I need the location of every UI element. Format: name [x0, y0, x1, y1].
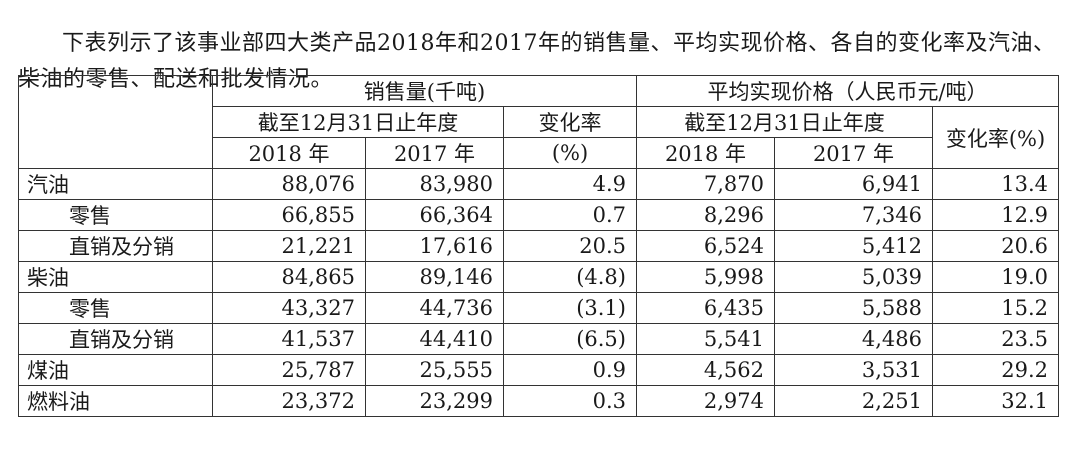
price-2017-cell: 3,531: [774, 354, 933, 386]
price-change-cell: 15.2: [932, 292, 1059, 324]
volume-2017-cell: 44,736: [365, 292, 504, 324]
volume-2017-cell: 66,364: [365, 199, 504, 231]
row-label: 直销及分销: [18, 230, 213, 262]
header-price-2017: 2017 年: [774, 137, 933, 169]
price-2017-cell: 7,346: [774, 199, 933, 231]
price-change-cell: 12.9: [932, 199, 1059, 231]
price-2018-cell: 6,435: [636, 292, 775, 324]
table-row: 零售 66,855 66,364 0.7 8,296 7,346 12.9: [18, 199, 1059, 231]
price-change-cell: 32.1: [932, 385, 1059, 417]
volume-2017-cell: 89,146: [365, 261, 504, 293]
volume-2018-cell: 84,865: [212, 261, 366, 293]
price-2018-cell: 4,562: [636, 354, 775, 386]
volume-change-cell: (6.5): [503, 323, 637, 355]
volume-2017-cell: 23,299: [365, 385, 504, 417]
volume-change-cell: 4.9: [503, 168, 637, 200]
header-volume-change-line2: (%): [503, 137, 637, 169]
price-2018-cell: 7,870: [636, 168, 775, 200]
price-2017-cell: 5,588: [774, 292, 933, 324]
price-2018-cell: 2,974: [636, 385, 775, 417]
volume-2018-cell: 21,221: [212, 230, 366, 262]
header-period-price: 截至12月31日止年度: [636, 106, 933, 138]
volume-change-cell: 0.9: [503, 354, 637, 386]
volume-2017-cell: 17,616: [365, 230, 504, 262]
corner-cell: [18, 75, 213, 169]
table-row: 柴油 84,865 89,146 (4.8) 5,998 5,039 19.0: [18, 261, 1059, 293]
table-row: 直销及分销 41,537 44,410 (6.5) 5,541 4,486 23.5: [18, 323, 1059, 355]
row-label: 煤油: [18, 354, 213, 386]
volume-2017-cell: 25,555: [365, 354, 504, 386]
header-period-volume: 截至12月31日止年度: [212, 106, 504, 138]
price-change-cell: 13.4: [932, 168, 1059, 200]
row-label: 零售: [18, 292, 213, 324]
volume-change-cell: 20.5: [503, 230, 637, 262]
volume-2018-cell: 43,327: [212, 292, 366, 324]
header-volume-2018: 2018 年: [212, 137, 366, 169]
volume-change-cell: 0.7: [503, 199, 637, 231]
price-2017-cell: 6,941: [774, 168, 933, 200]
volume-2018-cell: 66,855: [212, 199, 366, 231]
price-2018-cell: 6,524: [636, 230, 775, 262]
volume-2017-cell: 83,980: [365, 168, 504, 200]
header-sales-volume: 销售量(千吨): [212, 75, 637, 107]
volume-2018-cell: 23,372: [212, 385, 366, 417]
row-label: 零售: [18, 199, 213, 231]
row-label: 直销及分销: [18, 323, 213, 355]
price-change-cell: 20.6: [932, 230, 1059, 262]
sales-price-table: 销售量(千吨) 平均实现价格（人民币元/吨） 截至12月31日止年度 变化率 截…: [18, 75, 1059, 417]
price-2017-cell: 5,039: [774, 261, 933, 293]
header-price-2018: 2018 年: [636, 137, 775, 169]
volume-2017-cell: 44,410: [365, 323, 504, 355]
table-row: 煤油 25,787 25,555 0.9 4,562 3,531 29.2: [18, 354, 1059, 386]
price-2018-cell: 8,296: [636, 199, 775, 231]
price-2017-cell: 5,412: [774, 230, 933, 262]
price-change-cell: 23.5: [932, 323, 1059, 355]
price-change-cell: 29.2: [932, 354, 1059, 386]
header-volume-change-line1: 变化率: [503, 106, 637, 138]
volume-change-cell: (4.8): [503, 261, 637, 293]
price-2018-cell: 5,541: [636, 323, 775, 355]
volume-2018-cell: 41,537: [212, 323, 366, 355]
table-row: 汽油 88,076 83,980 4.9 7,870 6,941 13.4: [18, 168, 1059, 200]
row-label: 柴油: [18, 261, 213, 293]
volume-change-cell: 0.3: [503, 385, 637, 417]
table-row: 直销及分销 21,221 17,616 20.5 6,524 5,412 20.6: [18, 230, 1059, 262]
header-price-change: 变化率(%): [932, 106, 1059, 169]
price-2017-cell: 4,486: [774, 323, 933, 355]
table-row: 燃料油 23,372 23,299 0.3 2,974 2,251 32.1: [18, 385, 1059, 417]
table-body: 汽油 88,076 83,980 4.9 7,870 6,941 13.4 零售 66,855 6…: [18, 168, 1059, 417]
row-label: 汽油: [18, 168, 213, 200]
price-2017-cell: 2,251: [774, 385, 933, 417]
volume-2018-cell: 25,787: [212, 354, 366, 386]
volume-2018-cell: 88,076: [212, 168, 366, 200]
table-row: 零售 43,327 44,736 (3.1) 6,435 5,588 15.2: [18, 292, 1059, 324]
price-change-cell: 19.0: [932, 261, 1059, 293]
row-label: 燃料油: [18, 385, 213, 417]
header-avg-price: 平均实现价格（人民币元/吨）: [636, 75, 1059, 107]
header-volume-2017: 2017 年: [365, 137, 504, 169]
price-2018-cell: 5,998: [636, 261, 775, 293]
volume-change-cell: (3.1): [503, 292, 637, 324]
